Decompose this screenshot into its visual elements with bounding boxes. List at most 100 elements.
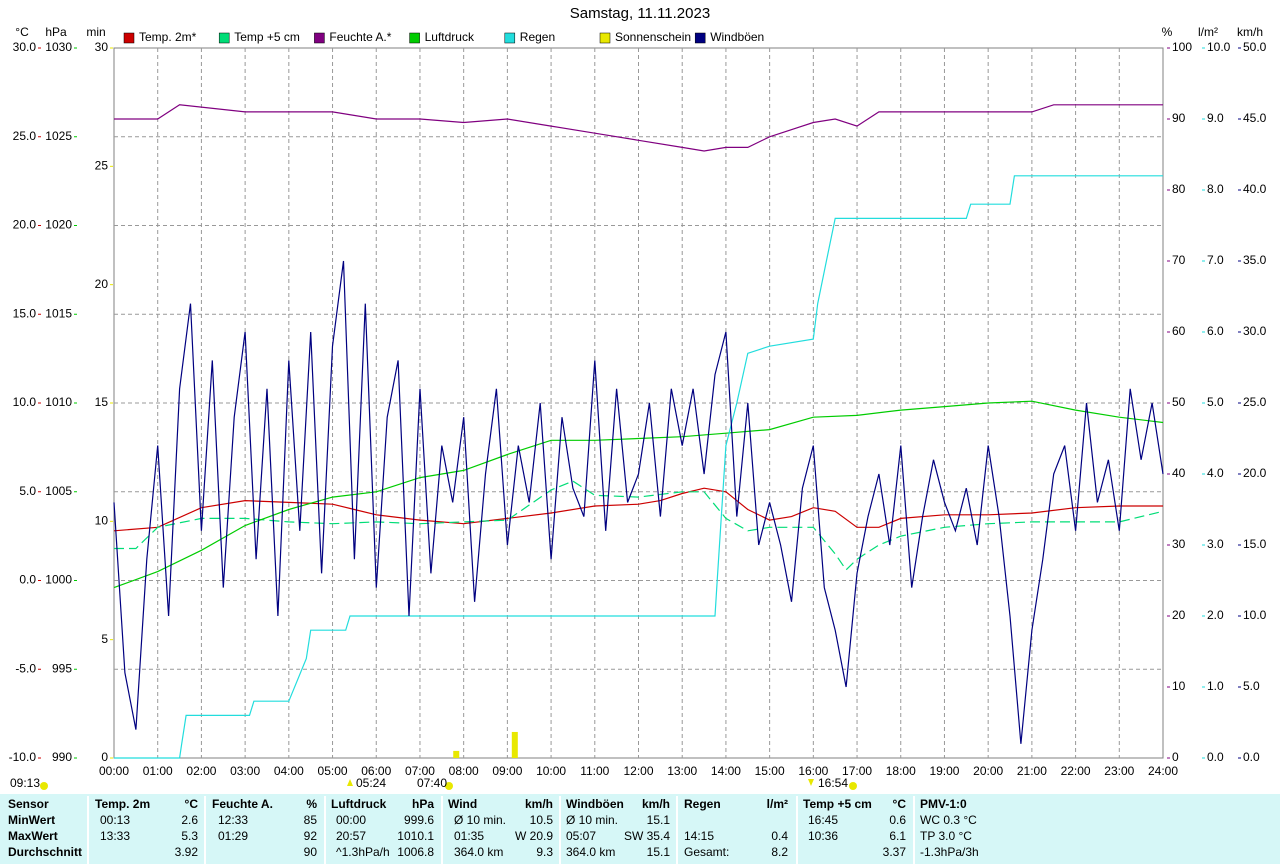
y-tick-label: 0 <box>101 750 108 764</box>
table-cell: 00:13 <box>100 813 130 827</box>
table-cell: 364.0 km <box>566 845 615 859</box>
x-tick-label: 03:00 <box>230 764 260 778</box>
y-tick-label: 4.0 <box>1207 466 1224 480</box>
y-tick-label: 1010 <box>45 395 72 409</box>
x-tick-label: 19:00 <box>929 764 959 778</box>
y-tick-label: 30 <box>95 40 109 54</box>
y-tick-label: 20 <box>1172 608 1186 622</box>
table-cell: W 20.9 <box>515 829 553 843</box>
series-line <box>114 480 1164 571</box>
y-tick-label: 30 <box>1172 537 1186 551</box>
table-cell: SW 35.4 <box>624 829 670 843</box>
y-tick-label: 6.0 <box>1207 324 1224 338</box>
table-header-unit: % <box>306 797 317 811</box>
y-tick-label: 1.0 <box>1207 679 1224 693</box>
table-cell: 2.6 <box>181 813 198 827</box>
y-tick-label: 15 <box>95 395 109 409</box>
annotation: 16:54 <box>818 776 848 790</box>
y-tick-label: 60 <box>1172 324 1186 338</box>
legend-label: Temp. 2m* <box>139 30 197 44</box>
table-header: Feuchte A. <box>212 797 273 811</box>
y-tick-label: 70 <box>1172 253 1186 267</box>
table-header-unit: km/h <box>525 797 553 811</box>
y-tick-label: 15.0 <box>1243 537 1267 551</box>
legend-swatch <box>504 32 516 44</box>
table-cell: -1.3hPa/3h <box>920 845 979 859</box>
axis-unit-label: min <box>86 25 105 39</box>
table-cell: 00:00 <box>336 813 366 827</box>
annotation: 07:40 <box>417 776 447 790</box>
table-cell: 20:57 <box>336 829 366 843</box>
sunset-icon <box>849 782 857 790</box>
y-tick-label: 1030 <box>45 40 72 54</box>
table-cell: 0.4 <box>771 829 788 843</box>
table-cell: 85 <box>304 813 318 827</box>
x-tick-label: 02:00 <box>186 764 216 778</box>
table-cell: 1010.1 <box>397 829 434 843</box>
table-header-unit: km/h <box>642 797 670 811</box>
y-tick-label: 5.0 <box>19 484 36 498</box>
y-tick-label: 2.0 <box>1207 608 1224 622</box>
y-tick-label: 5.0 <box>1243 679 1260 693</box>
table-cell: 13:33 <box>100 829 130 843</box>
table-row-label: Durchschnitt <box>8 845 82 859</box>
sunrise-icon <box>445 782 453 790</box>
y-tick-label: 1020 <box>45 218 72 232</box>
table-cell: 0.6 <box>889 813 906 827</box>
table-row-label: MaxWert <box>8 829 58 843</box>
y-tick-label: 35.0 <box>1243 253 1267 267</box>
y-tick-label: 1000 <box>45 573 72 587</box>
y-tick-label: 1005 <box>45 484 72 498</box>
table-cell: 16:45 <box>808 813 838 827</box>
y-tick-label: 7.0 <box>1207 253 1224 267</box>
x-tick-label: 21:00 <box>1017 764 1047 778</box>
x-tick-label: 01:00 <box>143 764 173 778</box>
y-tick-label: 40 <box>1172 466 1186 480</box>
y-tick-label: 10.0 <box>13 395 37 409</box>
table-cell: 1006.8 <box>397 845 434 859</box>
x-tick-label: 08:00 <box>449 764 479 778</box>
axis-unit-label: km/h <box>1237 25 1263 39</box>
y-tick-label: 0.0 <box>19 573 36 587</box>
summary-background <box>0 794 1280 864</box>
series-line <box>113 400 1164 589</box>
y-tick-label: -10.0 <box>9 750 37 764</box>
legend-swatch <box>123 32 135 44</box>
table-cell: 5.3 <box>181 829 198 843</box>
axis-unit-label: % <box>1162 25 1173 39</box>
x-tick-label: 24:00 <box>1148 764 1178 778</box>
annotation: 05:24 <box>356 776 386 790</box>
series-line <box>113 487 1163 532</box>
x-tick-label: 14:00 <box>711 764 741 778</box>
y-tick-label: 0.0 <box>1207 750 1224 764</box>
axis-unit-label: hPa <box>45 25 67 39</box>
annotation: 09:13 <box>10 776 40 790</box>
x-tick-label: 04:00 <box>274 764 304 778</box>
table-header-unit: °C <box>185 797 199 811</box>
y-tick-label: 5 <box>101 632 108 646</box>
table-cell: 01:29 <box>218 829 248 843</box>
table-cell: 364.0 km <box>454 845 503 859</box>
y-tick-label: 30.0 <box>13 40 37 54</box>
legend-label: Sonnenschein <box>615 30 691 44</box>
chart-title: Samstag, 11.11.2023 <box>570 5 710 22</box>
table-cell: ^1.3hPa/h <box>336 845 390 859</box>
table-header: Windböen <box>566 797 624 811</box>
y-tick-label: 995 <box>52 661 72 675</box>
legend-swatch <box>218 32 230 44</box>
moon-rise-marker <box>347 779 353 786</box>
table-cell: 3.37 <box>883 845 907 859</box>
y-tick-label: 40.0 <box>1243 182 1267 196</box>
x-tick-label: 23:00 <box>1104 764 1134 778</box>
bar <box>453 750 460 758</box>
y-tick-label: 80 <box>1172 182 1186 196</box>
table-cell: 10.5 <box>530 813 554 827</box>
x-tick-label: 22:00 <box>1061 764 1091 778</box>
legend-label: Feuchte A.* <box>329 30 391 44</box>
x-tick-label: 16:00 <box>798 764 828 778</box>
table-header-unit: °C <box>893 797 907 811</box>
y-tick-label: 3.0 <box>1207 537 1224 551</box>
y-tick-label: 50.0 <box>1243 40 1267 54</box>
table-cell: 01:35 <box>454 829 484 843</box>
